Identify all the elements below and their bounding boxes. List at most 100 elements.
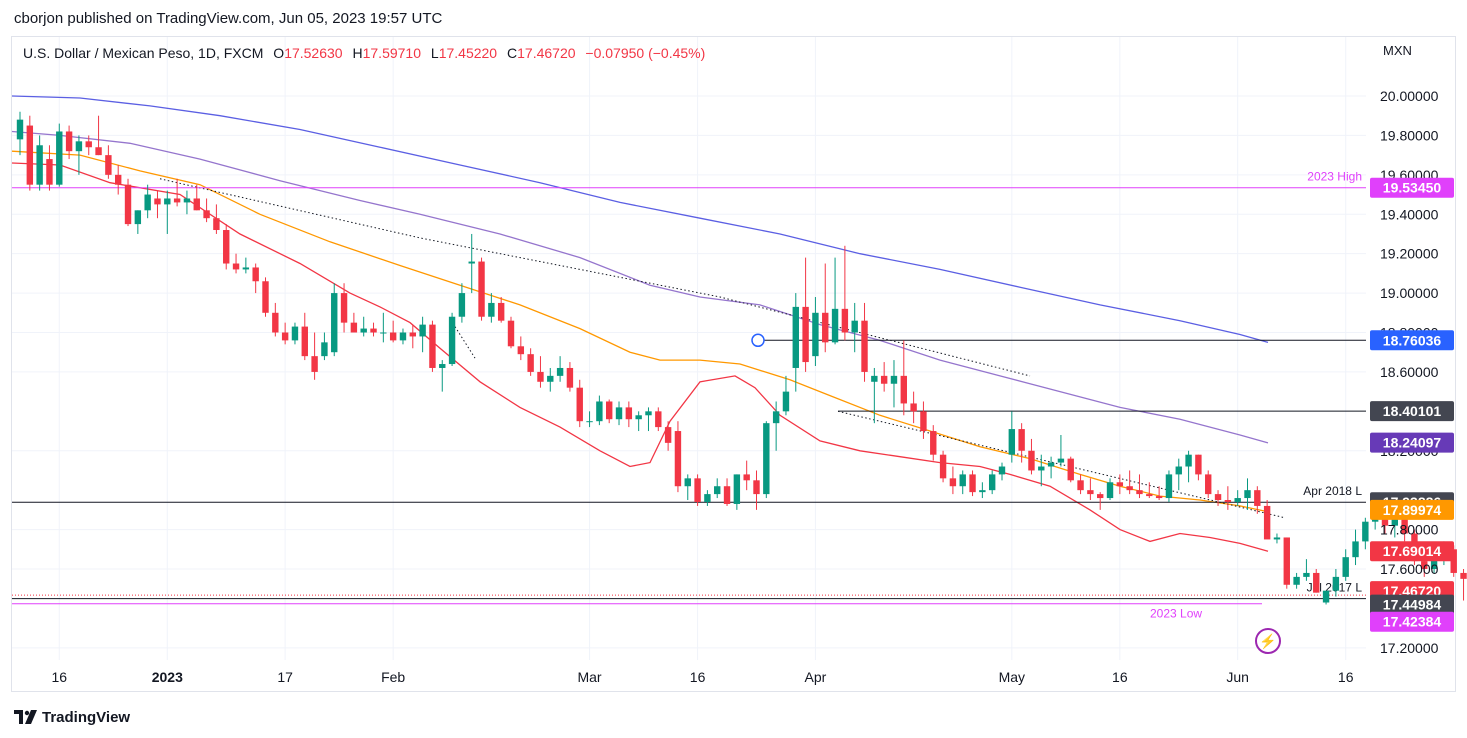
candle-body [831,308,839,343]
price-label: 17.69014 [1383,543,1442,559]
price-label-bg [1370,541,1454,562]
candle-body [1450,549,1457,573]
candle-body [1352,541,1359,558]
candle-body [606,401,613,420]
y-tick-label: 20.00000 [1380,88,1439,104]
candle-body [213,218,220,231]
price-label-bg [1370,177,1454,198]
high-label: H [352,45,363,61]
candle-body [497,302,505,321]
x-tick-label: Apr [805,669,827,685]
x-tick-label: Feb [381,669,405,685]
candle-body [645,411,652,416]
price-labels: 19.5345018.7603618.4010118.2409717.93886… [1370,177,1454,632]
change-value: −0.07950 (−0.45%) [585,45,706,61]
candle-body [1087,490,1094,495]
candle-body [743,474,750,481]
candle-body [635,415,642,420]
candle-body [596,401,603,422]
candle-body [920,411,927,432]
candle-body [223,230,230,264]
price-axis[interactable]: 20.0000019.8000019.6000019.4000019.20000… [1380,88,1439,656]
candle-body [46,159,53,185]
candle-body [331,293,338,353]
grid-lines [12,37,1366,660]
price-label: 18.24097 [1383,435,1442,451]
publisher-text: cborjon published on TradingView.com, Ju… [14,10,443,27]
lightning-icon[interactable]: ⚡ [1255,628,1281,654]
candle-body [1067,458,1074,481]
candle-body [458,293,466,317]
trendlines [159,178,1286,519]
candle-body [203,210,210,219]
candle-body [969,474,976,493]
price-label: 19.53450 [1383,180,1442,196]
candle-body [537,371,544,382]
ray-anchor-circle [751,333,765,348]
candle-body [1008,429,1016,455]
candle-body [144,194,151,211]
candle-body [272,312,279,333]
candle-body [900,375,907,404]
candle-body [517,346,525,355]
candle-body [782,391,790,412]
trendline [159,178,1031,377]
candle-body [714,486,721,495]
candle-body [419,324,426,337]
candle-body [1293,576,1300,585]
candle-body [262,281,269,313]
candle-body [183,198,191,203]
footer-brand: TradingView [42,708,131,726]
y-tick-label: 18.60000 [1380,364,1439,380]
currency-label: MXN [1383,43,1412,58]
candle-body [812,312,819,357]
time-axis[interactable]: 16 2023 17 Feb Mar 16 Apr May 16 Jun 16 [51,669,1353,685]
annotation-label: Apr 2018 L [1303,484,1362,498]
tradingview-logo-icon [14,710,37,724]
candle-body [547,375,554,382]
candle-body [154,198,161,205]
candle-body [1205,474,1212,495]
price-label-bg [1370,432,1454,453]
candle-body [380,332,387,334]
candle-body [684,478,691,487]
candle-body [26,125,34,185]
x-tick-label: May [999,669,1025,685]
candle-body [1106,482,1114,499]
candle-body [105,155,112,175]
y-tick-label: 19.00000 [1380,285,1439,301]
candle-body [409,332,416,337]
candle-body [242,267,250,270]
candlesticks [16,111,1467,605]
price-label-bg [1370,330,1454,351]
candle-body [841,308,849,333]
ema100-line [11,130,1269,444]
candle-body [1263,505,1271,540]
price-label: 18.76036 [1383,332,1442,348]
candle-body [1175,466,1182,475]
price-label: 17.42384 [1383,614,1442,630]
trendline [454,326,476,359]
candle-body [851,320,858,333]
candle-body [1322,590,1330,603]
candle-body [360,328,367,333]
candle-body [664,427,672,443]
annotation-label: 2023 High [1307,170,1362,184]
candle-body [370,328,377,333]
candle-body [1195,454,1202,475]
price-label-bg [1370,499,1454,520]
y-tick-label: 19.20000 [1380,246,1439,262]
candle-body [949,478,957,487]
candle-body [723,486,731,504]
candle-body [16,119,24,140]
candle-body [1273,537,1281,540]
candle-body [429,324,436,368]
candle-body [1342,557,1349,577]
candle-body [576,387,583,422]
symbol-name[interactable]: U.S. Dollar / Mexican Peso, 1D, FXCM [23,45,264,61]
candle-body [1362,521,1369,542]
candle-body [861,320,868,372]
candle-body [1028,450,1035,471]
candle-body [615,407,623,420]
